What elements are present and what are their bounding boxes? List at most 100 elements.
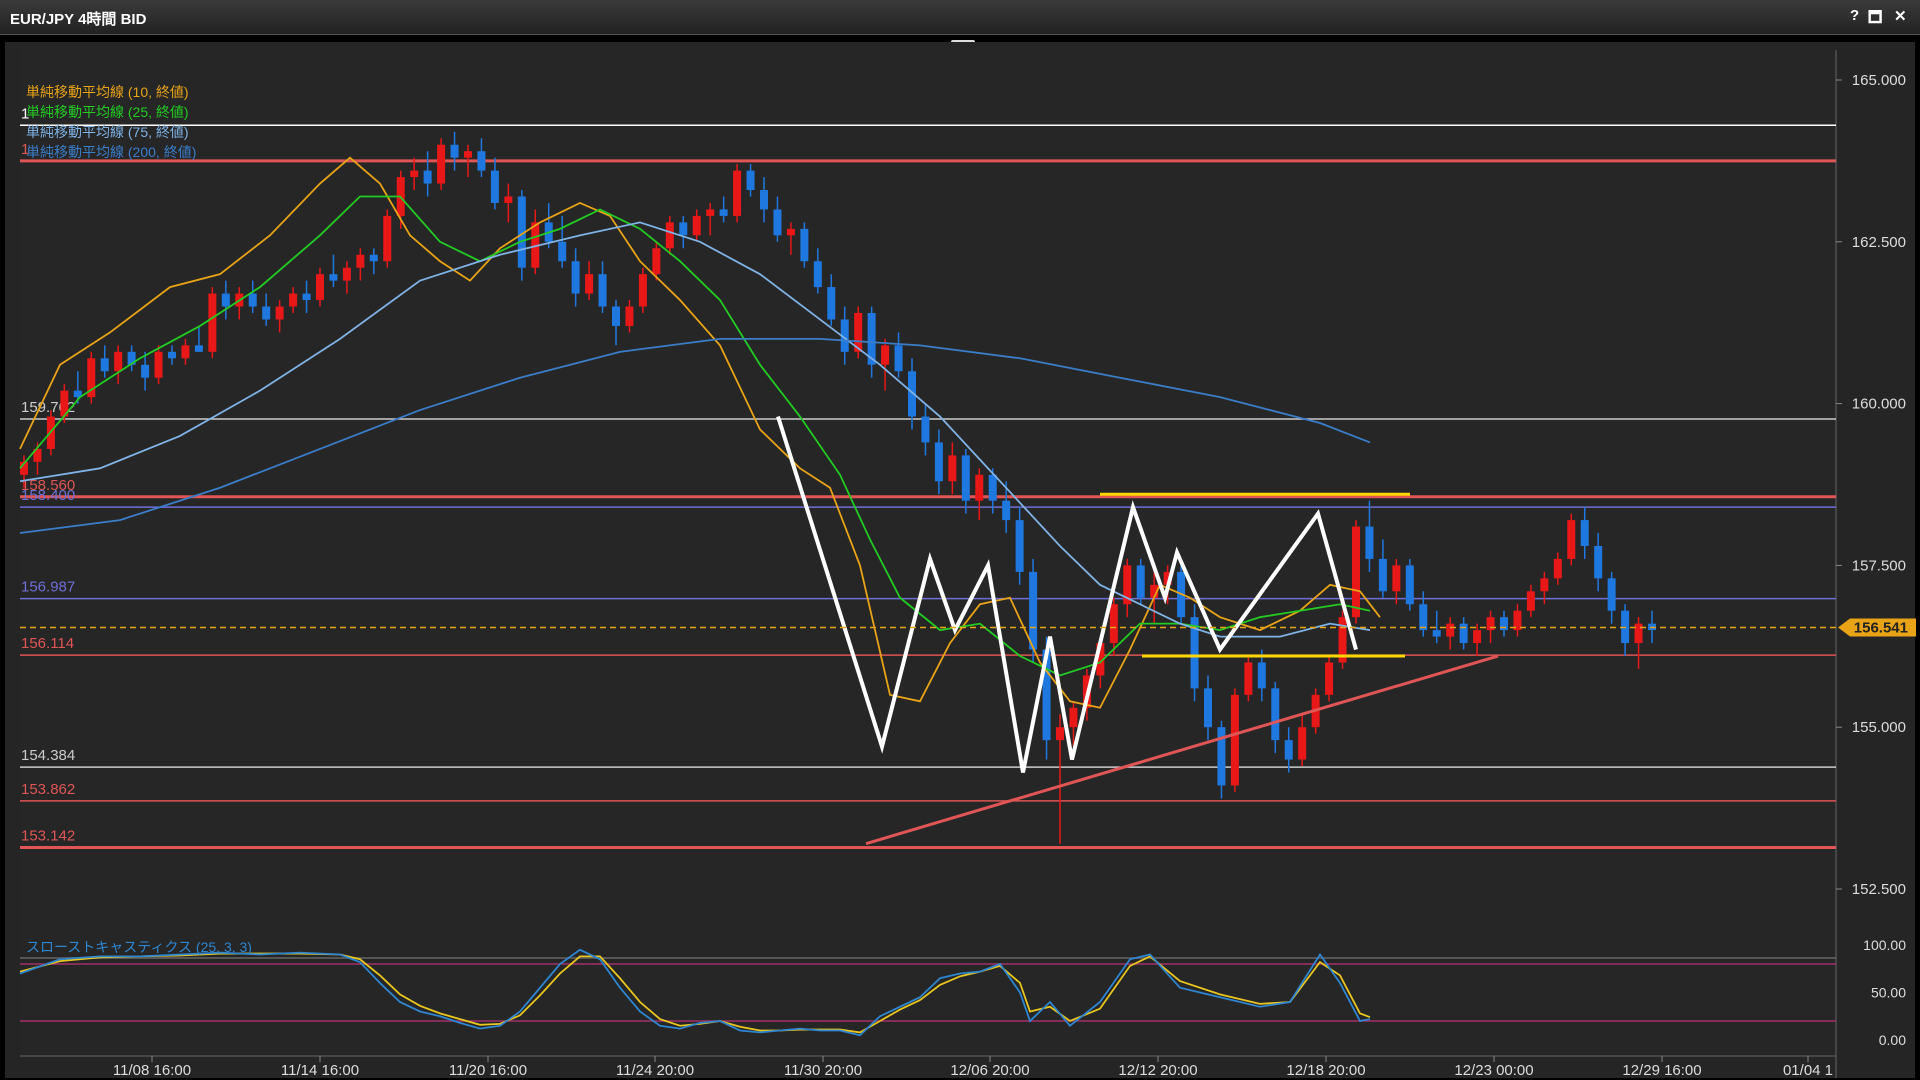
candle-body xyxy=(221,293,230,307)
candle-body xyxy=(1352,526,1360,618)
candle-body xyxy=(652,248,661,275)
price-level-label: 156.987 xyxy=(21,579,75,596)
candle-body xyxy=(706,209,715,216)
candle-body xyxy=(517,196,526,268)
candle-body xyxy=(1123,565,1132,605)
price-level-label: 156.114 xyxy=(21,635,74,652)
candle-body xyxy=(1257,662,1266,689)
candle-body xyxy=(598,274,607,307)
window-title: EUR/JPY 4時間 BID xyxy=(10,11,147,28)
candle-body xyxy=(665,222,674,249)
candle-body xyxy=(450,144,459,158)
candle-body xyxy=(1284,740,1293,760)
candle-body xyxy=(1056,727,1064,741)
candle-body xyxy=(625,306,634,326)
y-tick-label: 155.000 xyxy=(1852,719,1906,736)
candle-body xyxy=(1432,630,1441,637)
y-tick-label: 160.000 xyxy=(1852,396,1906,413)
candle-body xyxy=(1607,578,1616,611)
stochastic-label: スローストキャスティクス (25, 3, 3) xyxy=(26,939,252,955)
stochastic-pane xyxy=(20,962,1836,1058)
maximize-icon[interactable]: 🗖 xyxy=(1868,9,1883,26)
y-tick-label: 162.500 xyxy=(1852,234,1906,251)
price-pane xyxy=(20,50,1836,954)
stochastic-k-line xyxy=(19,948,1371,1037)
candle-body xyxy=(558,241,567,262)
candle-body xyxy=(127,351,136,365)
candle-body xyxy=(1580,520,1589,546)
price-level-label: 1 xyxy=(21,141,29,158)
candle-body xyxy=(504,196,513,203)
price-level-label: 153.142 xyxy=(21,827,75,844)
candle-body xyxy=(1190,617,1199,689)
current-price-tag xyxy=(1838,618,1916,637)
candle-body xyxy=(692,215,701,236)
candle-body xyxy=(1378,558,1387,592)
candle-body xyxy=(1002,500,1011,521)
candle-body xyxy=(423,170,432,184)
x-tick-label: 12/12 20:00 xyxy=(1118,1062,1197,1079)
candle-body xyxy=(248,293,257,307)
stochastic-y-tick: 100.00 xyxy=(1863,937,1906,953)
stochastic-y-tick: 0.00 xyxy=(1879,1032,1906,1048)
candle-body xyxy=(531,222,540,268)
candle-body xyxy=(275,306,284,320)
x-tick-label: 12/18 20:00 xyxy=(1286,1062,1365,1079)
price-level-label: 154.384 xyxy=(21,747,75,764)
candle-body xyxy=(100,358,109,372)
candle-body xyxy=(1500,617,1508,631)
candle-body xyxy=(1419,604,1428,631)
candle-body xyxy=(410,170,419,178)
candle-body xyxy=(934,442,943,482)
candle-body xyxy=(800,228,809,262)
candle-body xyxy=(1513,610,1522,631)
candle-body xyxy=(302,293,311,301)
candle-body xyxy=(208,293,217,352)
ma-legend-entry: 単純移動平均線 (75, 終値) xyxy=(26,124,189,140)
candle-body xyxy=(1015,520,1024,572)
x-tick-label: 11/08 16:00 xyxy=(113,1062,191,1079)
candle-body xyxy=(1244,662,1253,695)
candle-body xyxy=(1486,617,1495,631)
candle-body xyxy=(786,228,795,236)
candle-body xyxy=(585,274,594,294)
candle-body xyxy=(383,215,392,262)
candle-body xyxy=(1365,526,1374,559)
candle-body xyxy=(437,144,446,184)
ma-legend-entry: 単純移動平均線 (10, 終値) xyxy=(26,84,189,100)
help-icon[interactable]: ? xyxy=(1850,7,1860,24)
candle-body xyxy=(1230,694,1239,786)
candle-body xyxy=(1042,649,1051,741)
candle-body xyxy=(813,261,822,288)
candle-body xyxy=(988,474,997,501)
candle-body xyxy=(827,287,836,320)
price-level-label: 158.560 xyxy=(21,477,75,494)
x-tick-label: 11/14 16:00 xyxy=(281,1062,359,1079)
price-chart[interactable]: 165.000 162.500 160.000 157.500 155.000 152.5… xyxy=(0,34,1920,1080)
close-icon[interactable]: ✕ xyxy=(1894,8,1907,25)
candle-body xyxy=(921,416,930,443)
candle-body xyxy=(73,390,82,398)
y-tick-label: 157.500 xyxy=(1852,557,1906,574)
candle-body xyxy=(114,351,123,372)
moving-average-line xyxy=(19,337,1371,534)
candle-body xyxy=(87,358,96,398)
trendline-drawing xyxy=(865,654,1499,846)
candle-body xyxy=(1109,604,1118,644)
ma-legend-entry: 単純移動平均線 (200, 終値) xyxy=(26,144,196,160)
candle-body xyxy=(571,261,580,294)
candle-body xyxy=(329,274,338,281)
current-price-label: 156.541 xyxy=(1854,619,1908,636)
candle-body xyxy=(1217,727,1226,786)
candle-body xyxy=(1163,571,1172,585)
candle-body xyxy=(612,306,620,326)
candle-body xyxy=(316,274,324,301)
candle-body xyxy=(1459,623,1468,644)
candle-body xyxy=(975,474,984,501)
candle-body xyxy=(638,274,647,307)
stochastic-y-tick: 50.00 xyxy=(1871,985,1906,1001)
candle-body xyxy=(464,151,472,158)
candle-body xyxy=(1096,643,1105,676)
candle-body xyxy=(1567,520,1576,559)
candle-body xyxy=(181,345,190,359)
